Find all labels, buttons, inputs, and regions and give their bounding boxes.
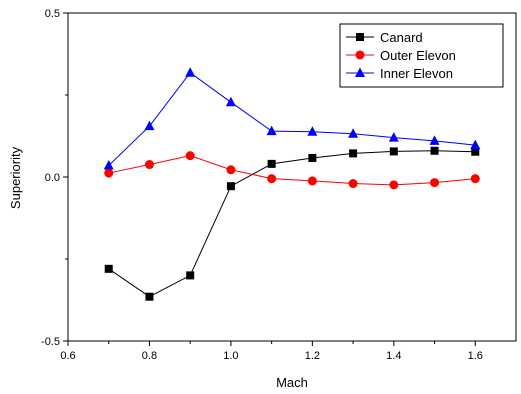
series-line-inner-elevon xyxy=(108,72,476,166)
data-point-outer-elevon xyxy=(267,174,277,184)
data-point-outer-elevon xyxy=(389,180,399,190)
data-point-outer-elevon xyxy=(430,178,440,188)
axis-ticks: 0.6 0.8 1.0 1.2 1.4 1.6 -0.5 0.0 0.5 xyxy=(41,8,483,362)
y-axis-title: Superiority xyxy=(8,146,23,209)
data-point-canard xyxy=(308,153,317,162)
series-group xyxy=(103,67,481,301)
data-point-outer-elevon xyxy=(185,151,195,161)
data-point-outer-elevon xyxy=(226,165,236,175)
data-point-canard xyxy=(104,264,113,273)
y-tick-label: 0.5 xyxy=(45,8,60,20)
data-point-outer-elevon xyxy=(104,168,114,178)
series-canard xyxy=(104,146,480,301)
legend-marker-canard xyxy=(356,33,364,41)
legend-marker-inner-elevon xyxy=(355,67,365,77)
data-point-inner-elevon xyxy=(225,96,236,107)
data-point-outer-elevon xyxy=(144,160,154,170)
data-point-canard xyxy=(430,146,439,155)
data-point-canard xyxy=(267,159,276,168)
data-point-inner-elevon xyxy=(470,139,481,150)
data-point-inner-elevon xyxy=(144,120,155,131)
data-point-inner-elevon xyxy=(185,67,196,77)
x-axis-title: Mach xyxy=(276,375,308,390)
legend: Canard Outer Elevon Inner Elevon xyxy=(339,23,504,88)
x-tick-label: 1.0 xyxy=(223,350,238,362)
x-tick-label: 1.2 xyxy=(305,350,320,362)
legend-label-inner-elevon: Inner Elevon xyxy=(380,66,453,81)
data-point-outer-elevon xyxy=(307,176,317,186)
data-point-canard xyxy=(389,147,398,156)
data-point-inner-elevon xyxy=(266,125,277,136)
series-line-canard xyxy=(108,150,476,298)
data-point-inner-elevon xyxy=(103,160,114,170)
data-point-inner-elevon xyxy=(388,132,399,142)
x-tick-label: 1.4 xyxy=(386,350,401,362)
data-point-canard xyxy=(145,292,154,301)
data-point-canard xyxy=(349,149,358,158)
data-point-inner-elevon xyxy=(307,126,318,136)
series-outer-elevon xyxy=(104,151,480,190)
data-point-outer-elevon xyxy=(348,179,358,189)
data-point-inner-elevon xyxy=(348,128,359,138)
legend-marker-outer-elevon xyxy=(355,50,365,60)
series-inner-elevon xyxy=(103,67,481,170)
x-tick-label: 0.6 xyxy=(60,350,75,362)
data-point-outer-elevon xyxy=(470,174,480,184)
series-line-outer-elevon xyxy=(108,155,476,186)
data-point-canard xyxy=(226,182,235,191)
data-point-canard xyxy=(471,147,480,156)
x-tick-label: 1.6 xyxy=(468,350,483,362)
x-tick-label: 0.8 xyxy=(142,350,157,362)
legend-label-outer-elevon: Outer Elevon xyxy=(380,48,456,63)
data-point-canard xyxy=(186,271,195,280)
legend-label-canard: Canard xyxy=(380,30,423,45)
y-tick-label: -0.5 xyxy=(41,336,60,348)
y-tick-label: 0.0 xyxy=(45,172,60,184)
legend-box xyxy=(339,23,504,88)
data-point-inner-elevon xyxy=(429,135,440,145)
